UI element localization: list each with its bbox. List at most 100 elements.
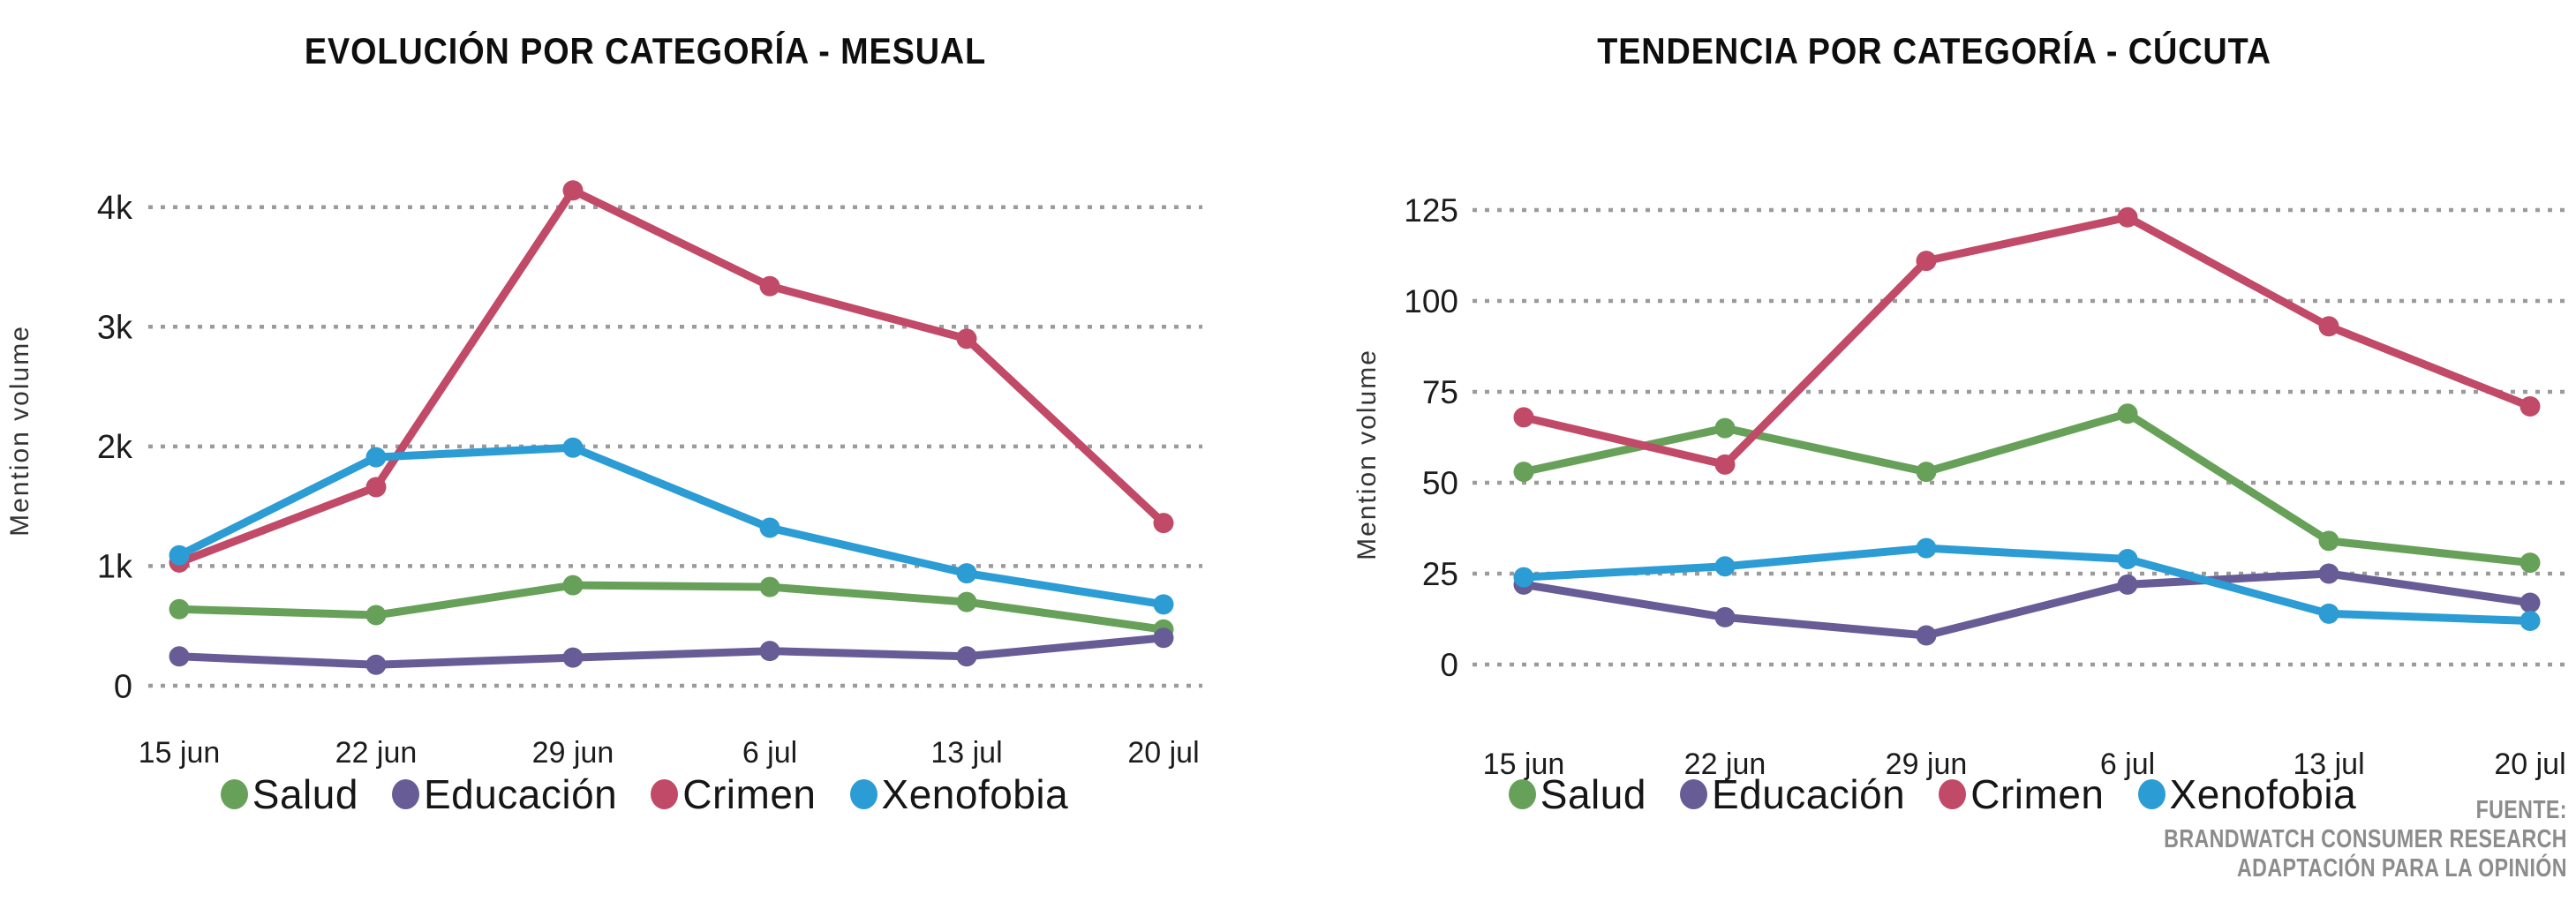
y-axis-title: Mention volume (1352, 349, 1382, 560)
data-point (365, 605, 387, 626)
legend-item-label: Salud (252, 771, 358, 817)
data-point (2318, 530, 2339, 552)
y-tick-label: 0 (114, 668, 132, 705)
series-line-xenofobia (175, 443, 1168, 609)
data-point (365, 447, 387, 468)
y-tick-label: 125 (1404, 192, 1458, 229)
data-point (956, 328, 977, 349)
legend-dot-icon (1679, 779, 1707, 809)
data-point (1714, 606, 1736, 627)
legend-item-educacion: Educación (1679, 770, 1906, 818)
x-tick-label: 15 jun (139, 736, 221, 770)
data-point (562, 180, 584, 201)
data-point (365, 654, 387, 675)
data-point (1513, 462, 1534, 483)
data-point (2520, 611, 2541, 632)
data-point (562, 647, 584, 668)
data-point (2520, 552, 2541, 574)
data-point (2117, 549, 2138, 570)
data-point (2117, 207, 2138, 228)
series-line-crimen (1519, 213, 2535, 469)
data-point (956, 646, 977, 667)
legend-dot-icon (1939, 779, 1967, 809)
series-line-educacion (175, 634, 1168, 669)
source-note: FUENTE: BRANDWATCH CONSUMER RESEARCH ADA… (2164, 796, 2567, 883)
series-line-salud (1519, 409, 2535, 567)
legend-item-label: Xenofobia (881, 771, 1069, 817)
y-tick-label: 2k (97, 429, 133, 466)
legend-dot-icon (2137, 779, 2165, 809)
data-point (759, 275, 780, 297)
legend-item-label: Educación (423, 771, 618, 817)
data-point (365, 477, 387, 498)
y-tick-label: 75 (1422, 374, 1458, 410)
legend-item-xenofobia: Xenofobia (2137, 770, 2357, 818)
y-tick-label: 100 (1404, 283, 1458, 319)
data-point (1153, 627, 1174, 649)
legend-item-educacion: Educación (391, 770, 618, 818)
source-note-line: ADAPTACIÓN PARA LA OPINIÓN (2237, 854, 2567, 883)
data-point (1714, 417, 1736, 439)
legend-item-label: Xenofobia (2169, 771, 2357, 817)
data-point (2318, 316, 2339, 337)
legend-dot-icon (1508, 779, 1536, 809)
legend-item-label: Educación (1711, 771, 1906, 817)
data-point (759, 576, 780, 597)
legend-item-label: Salud (1540, 771, 1646, 817)
y-tick-label: 0 (1440, 647, 1458, 683)
series-line-crimen (175, 186, 1168, 567)
x-tick-label: 20 jul (2494, 747, 2565, 781)
data-point (2318, 563, 2339, 584)
legend-dot-icon (651, 779, 679, 809)
right-chart-canvas: 125 100 75 50 25 0 15 jun 22 jun 29 jun 6 jul 13 j… (1352, 192, 2571, 781)
data-point (169, 545, 190, 566)
data-point (1916, 462, 1937, 483)
data-point (2520, 395, 2541, 417)
y-axis-title: Mention volume (5, 325, 34, 537)
data-point (1714, 556, 1736, 577)
x-tick-label: 22 jun (1684, 747, 1766, 781)
data-point (2117, 574, 2138, 595)
data-point (1714, 454, 1736, 475)
legend-item-salud: Salud (220, 770, 358, 818)
data-point (1153, 594, 1174, 615)
legend-dot-icon (849, 779, 877, 809)
legend-item-crimen: Crimen (1939, 770, 2104, 818)
x-tick-label: 29 jun (1886, 747, 1968, 781)
legend-dot-icon (220, 779, 248, 809)
y-tick-label: 25 (1422, 556, 1458, 592)
data-point (2117, 403, 2138, 424)
right-chart-legend: Salud Educación Crimen Xenofobia (1289, 770, 2576, 819)
y-tick-label: 1k (97, 549, 133, 586)
data-point (1916, 537, 1937, 559)
data-point (2520, 592, 2541, 613)
series-line-xenofobia (1519, 544, 2535, 626)
y-tick-label: 50 (1422, 465, 1458, 501)
source-note-line: FUENTE: (2475, 796, 2567, 824)
data-point (1513, 407, 1534, 428)
data-point (956, 591, 977, 612)
series-line-salud (175, 581, 1168, 634)
left-chart-title: EVOLUCIÓN POR CATEGORÍA - MESUAL (304, 30, 987, 71)
legend-item-label: Crimen (682, 771, 817, 817)
x-tick-label: 13 jul (930, 736, 1002, 770)
x-tick-label: 22 jun (335, 736, 418, 770)
left-chart-legend: Salud Educación Crimen Xenofobia (0, 770, 1289, 819)
legend-item-xenofobia: Xenofobia (849, 770, 1069, 818)
data-point (759, 517, 780, 538)
data-point (1153, 513, 1174, 534)
y-tick-label: 3k (97, 310, 133, 347)
data-point (169, 598, 190, 620)
x-tick-label: 15 jun (1483, 747, 1565, 781)
left-chart-canvas: 4k 3k 2k 1k 015 jun 22 jun 29 jun 6 jul 13 jul 20… (5, 180, 1202, 770)
series-line-educacion (1519, 569, 2535, 640)
data-point (562, 575, 584, 596)
x-tick-label: 29 jun (532, 736, 614, 770)
data-point (562, 437, 584, 458)
x-tick-label: 6 jul (742, 736, 797, 770)
right-chart-title: TENDENCIA POR CATEGORÍA - CÚCUTA (1597, 30, 2271, 71)
x-tick-label: 6 jul (2100, 747, 2155, 781)
x-tick-label: 20 jul (1127, 736, 1199, 770)
data-point (759, 641, 780, 662)
